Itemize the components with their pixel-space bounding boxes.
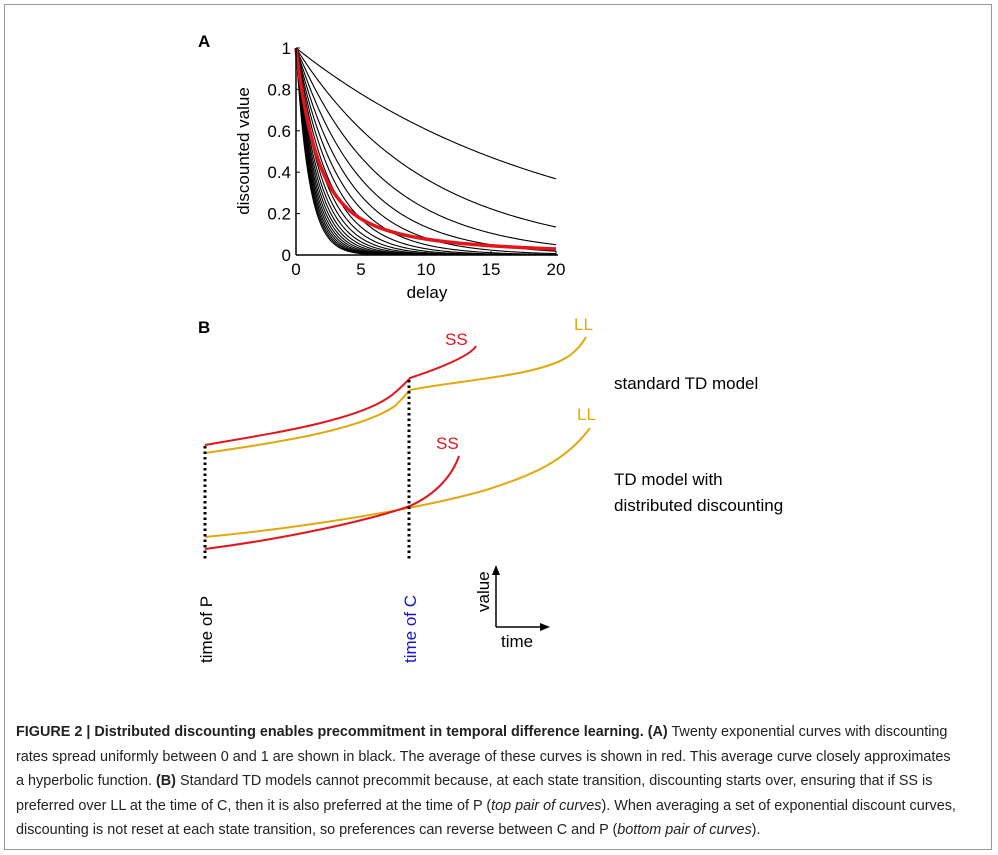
bottom-ll-label: LL <box>577 405 596 424</box>
panel-a-plot: 0 0.2 0.4 0.6 0.8 1 0 5 10 15 20 discounted value… <box>234 39 565 302</box>
x-tick-label-2: 10 <box>417 260 436 279</box>
exp-curve-15 <box>295 47 556 256</box>
distributed-td-label-line1: TD model with <box>614 470 723 489</box>
caption-part-1: Twenty exponential curves with discounti… <box>16 724 951 789</box>
y-tick-label-1: 0.2 <box>267 205 291 224</box>
y-tick-label-4: 0.8 <box>267 80 291 99</box>
y-tick-label-3: 0.6 <box>267 122 291 141</box>
caption-part-4: ). <box>751 822 761 838</box>
key-right-arrow-icon <box>540 623 550 631</box>
top-ss-curve <box>204 345 477 446</box>
exp-curve-14 <box>295 47 556 256</box>
bottom-ss-curve <box>204 455 460 550</box>
figure-svg: A 0 0.2 0.4 0.6 0.8 1 0 5 10 15 20 discounted val… <box>197 32 783 663</box>
exp-curve-6 <box>295 47 557 256</box>
exp-curve-18 <box>295 47 556 256</box>
y-ticks: 0 0.2 0.4 0.6 0.8 1 <box>267 39 300 265</box>
y-tick-label-2: 0.4 <box>267 163 291 182</box>
bottom-ll-curve <box>204 427 591 538</box>
figure-caption: FIGURE 2 | Distributed discounting enabl… <box>16 720 956 843</box>
time-p-label: time of P <box>197 596 216 663</box>
exp-curve-1 <box>295 47 557 180</box>
standard-td-label: standard TD model <box>614 374 758 393</box>
time-c-label: time of C <box>401 595 420 663</box>
exp-curve-19 <box>295 47 556 256</box>
exp-curve-5 <box>295 47 557 255</box>
exp-curve-20 <box>295 47 556 256</box>
x-tick-label-3: 15 <box>482 260 501 279</box>
caption-part-2: Standard TD models cannot precommit beca… <box>16 773 933 814</box>
panel-b-plot: SS LL SS LL standard TD model TD model w… <box>197 315 783 663</box>
caption-italic-1: top pair of curves <box>491 797 602 814</box>
key-value-label: value <box>474 571 493 612</box>
exp-curve-9 <box>295 47 556 256</box>
key-up-arrow-icon <box>492 565 500 575</box>
panel-b-label: B <box>198 318 210 337</box>
figure-frame <box>4 4 992 850</box>
panel-a-label: A <box>198 32 210 51</box>
caption-part-3: ). When averaging a set of exponential d… <box>16 797 956 839</box>
x-tick-label-4: 20 <box>547 260 566 279</box>
exp-curve-7 <box>295 47 557 256</box>
exponential-curves <box>295 47 557 256</box>
exp-curve-10 <box>295 47 556 256</box>
top-ll-label: LL <box>574 315 593 334</box>
exp-curve-13 <box>295 47 556 256</box>
exp-curve-12 <box>295 47 556 256</box>
y-tick-label-5: 1 <box>282 39 291 58</box>
exp-curve-16 <box>295 47 556 256</box>
exp-curve-8 <box>295 47 556 256</box>
key-time-label: time <box>501 632 533 651</box>
top-ll-curve <box>204 336 587 454</box>
x-ticks: 0 5 10 15 20 <box>291 251 565 279</box>
exp-curve-17 <box>295 47 556 256</box>
y-axis-label: discounted value <box>234 87 253 215</box>
y-tick-label-0: 0 <box>282 246 291 265</box>
bottom-ss-label: SS <box>436 434 459 453</box>
average-curve <box>294 47 557 251</box>
top-ss-label: SS <box>445 330 468 349</box>
caption-lead: FIGURE 2 | Distributed discounting enabl… <box>16 724 668 740</box>
exp-curve-2 <box>295 47 557 228</box>
distributed-td-label-line2: distributed discounting <box>614 496 783 515</box>
exp-curve-3 <box>295 47 557 246</box>
x-axis-label: delay <box>407 283 448 302</box>
exp-curve-11 <box>295 47 556 256</box>
caption-italic-2: bottom pair of curves <box>617 822 752 838</box>
x-tick-label-0: 0 <box>291 260 300 279</box>
x-tick-label-1: 5 <box>356 260 365 279</box>
caption-b-label: (B) <box>156 773 176 789</box>
